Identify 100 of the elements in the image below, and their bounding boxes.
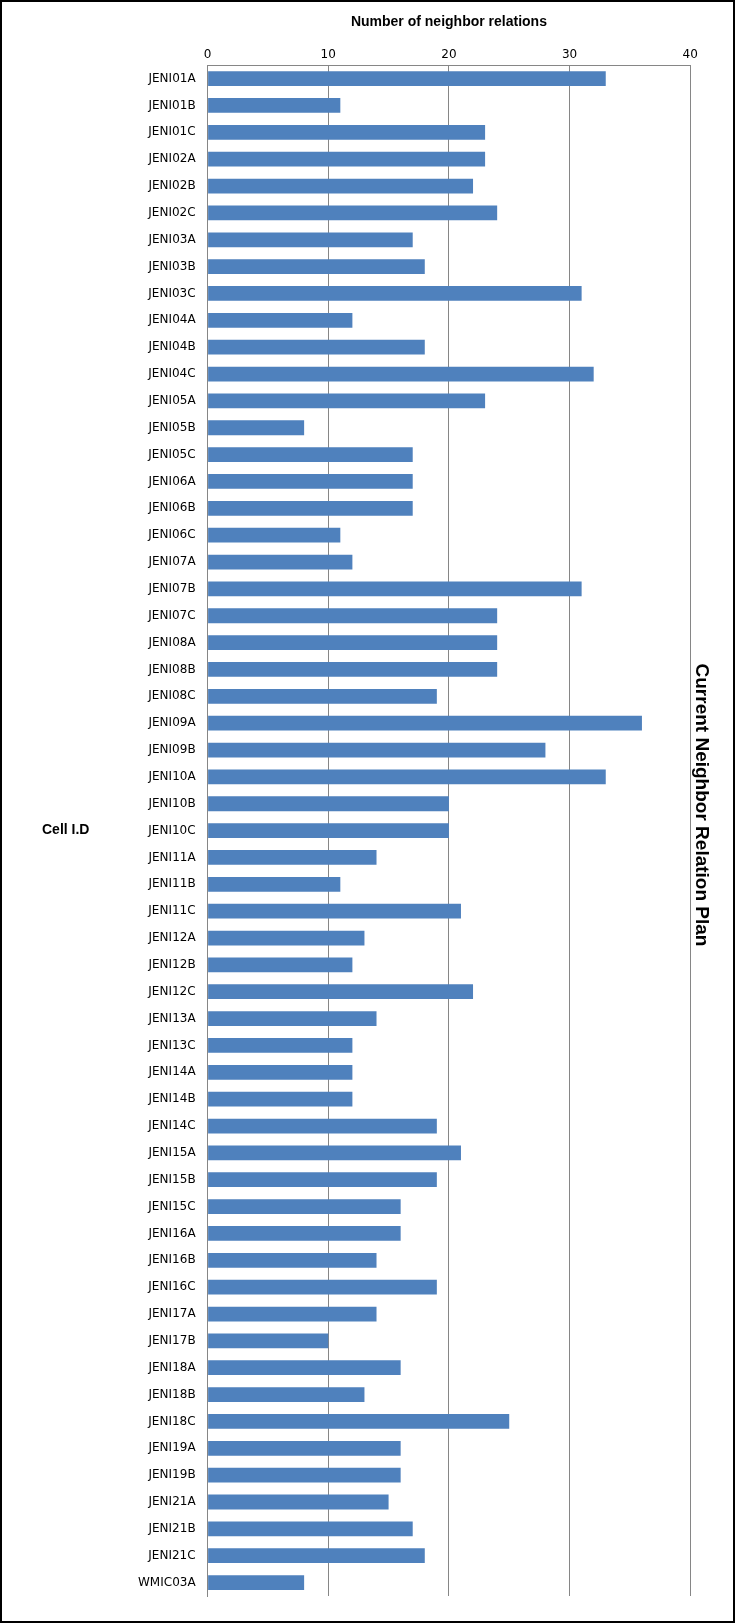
bar (208, 796, 449, 812)
y-tick-label: JENI09B (147, 742, 196, 757)
bar (208, 151, 486, 167)
bar (208, 71, 606, 87)
y-tick-label: JENI05B (147, 419, 196, 434)
y-tick-label: JENI11C (147, 903, 196, 918)
y-tick-label: JENI13C (147, 1037, 196, 1052)
y-tick-label: JENI19A (147, 1440, 197, 1455)
y-tick-label: JENI11B (147, 876, 196, 891)
bar (208, 1118, 437, 1134)
bar (208, 1306, 377, 1322)
x-tick-label: 20 (441, 47, 457, 62)
y-tick-label: JENI04A (147, 312, 197, 327)
y-tick-label: JENI06B (147, 500, 196, 515)
y-tick-label: JENI07B (147, 581, 196, 596)
bar (208, 1226, 401, 1241)
y-tick-label: JENI05C (147, 446, 196, 461)
y-tick-label: JENI12B (147, 957, 196, 972)
y-tick-label: JENI08B (147, 661, 196, 676)
bar (208, 178, 474, 194)
y-tick-label: JENI13A (147, 1010, 197, 1025)
bar (208, 903, 461, 919)
y-tick-label: JENI03B (147, 258, 196, 273)
bar (208, 715, 642, 731)
y-tick-label: JENI10A (147, 769, 197, 784)
bar (208, 366, 594, 382)
y-tick-label: JENI17A (147, 1306, 197, 1321)
y-tick-label: JENI18C (147, 1413, 196, 1428)
bar (208, 124, 486, 140)
bar (208, 474, 413, 489)
x-tick-label: 40 (682, 47, 698, 62)
bar (208, 984, 474, 1000)
bar (208, 447, 413, 462)
y-axis-title: Cell I.D (42, 821, 90, 838)
bar (208, 1145, 461, 1161)
bar (208, 500, 413, 516)
bar (208, 688, 437, 704)
y-tick-label: JENI14C (147, 1118, 196, 1133)
bar (208, 635, 498, 650)
bar (208, 1038, 353, 1053)
bar (208, 1414, 510, 1429)
y-tick-label: JENI15C (147, 1198, 196, 1213)
y-tick-label: JENI15A (147, 1145, 197, 1159)
bar (208, 1333, 329, 1349)
bar (208, 1494, 389, 1510)
y-tick-label: JENI18A (147, 1359, 197, 1374)
y-tick-label: JENI11A (147, 849, 197, 864)
y-tick-label: JENI09A (147, 715, 197, 730)
y-tick-label: JENI02A (147, 151, 197, 166)
y-tick-label: JENI02B (147, 178, 196, 193)
y-tick-label: JENI14B (147, 1091, 196, 1106)
y-tick-label: JENI15B (147, 1171, 196, 1186)
bar (208, 1011, 377, 1026)
y-tick-label: JENI07A (147, 554, 197, 569)
bar (208, 1440, 401, 1456)
y-tick-label: JENI03A (147, 231, 197, 246)
y-tick-label: JENI08C (147, 688, 196, 703)
bar (208, 205, 498, 221)
y-tick-label: JENI19B (147, 1467, 196, 1482)
y-tick-label: JENI14A (147, 1064, 197, 1079)
x-tick-label: 30 (561, 47, 578, 62)
bar (208, 259, 425, 275)
bar (208, 1279, 437, 1295)
bar (208, 527, 341, 543)
bar (208, 1387, 365, 1402)
y-tick-label: JENI21C (147, 1547, 196, 1562)
bar (208, 1575, 305, 1590)
y-tick-label: JENI16B (147, 1252, 196, 1267)
y-tick-label: JENI03C (147, 285, 196, 300)
bar (208, 1091, 353, 1107)
y-tick-label: JENI10C (147, 822, 196, 837)
bar (208, 608, 498, 624)
y-tick-label: JENI07C (147, 607, 196, 622)
y-tick-label: JENI10B (147, 795, 196, 810)
bar (208, 1199, 401, 1214)
bar (208, 850, 377, 865)
bar (208, 1064, 353, 1080)
y-tick-label: JENI02C (147, 205, 196, 220)
bar (208, 823, 449, 838)
y-tick-label: JENI01B (147, 97, 196, 112)
y-tick-label: JENI04C (147, 366, 196, 381)
text: Current Neighbor Relation Plan (692, 663, 714, 947)
bar (208, 393, 486, 409)
y-tick-label: JENI01A (147, 70, 197, 85)
bar (208, 662, 498, 677)
bar (208, 339, 425, 355)
bar (208, 957, 353, 973)
y-tick-label: JENI04B (147, 339, 196, 354)
x-tick-label: 10 (320, 47, 336, 62)
bar (208, 554, 353, 570)
y-tick-label: JENI06A (147, 473, 197, 488)
bar (208, 1548, 425, 1564)
y-tick-label: JENI21B (147, 1520, 196, 1535)
y-tick-label: JENI05A (147, 393, 197, 408)
y-tick-label: JENI16C (147, 1279, 196, 1294)
bar (208, 232, 413, 248)
x-axis-title: Number of neighbor relations (350, 13, 548, 30)
y-tick-label: JENI01C (147, 124, 196, 139)
bar (208, 876, 341, 892)
bar (208, 1467, 401, 1483)
